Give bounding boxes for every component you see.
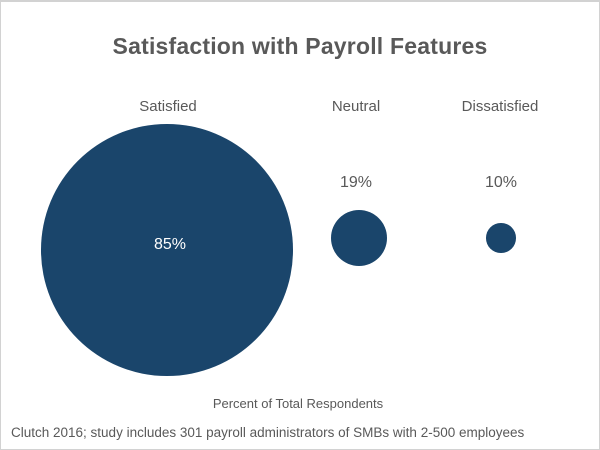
bubble-dissatisfied [486,223,516,253]
value-label-satisfied: 85% [153,235,186,253]
bubble-neutral [330,209,388,267]
category-label-satisfied: Satisfied [139,98,197,115]
value-label-dissatisfied: 10% [484,174,518,191]
category-label-dissatisfied: Dissatisfied [461,98,539,115]
source-note: Clutch 2016; study includes 301 payroll … [11,425,525,440]
bubble-satisfied: 85% [41,124,293,376]
chart-title: Satisfaction with Payroll Features [112,33,488,59]
category-label-neutral: Neutral [331,98,381,115]
value-label-neutral: 19% [339,174,373,191]
axis-caption: Percent of Total Respondents [212,396,384,411]
